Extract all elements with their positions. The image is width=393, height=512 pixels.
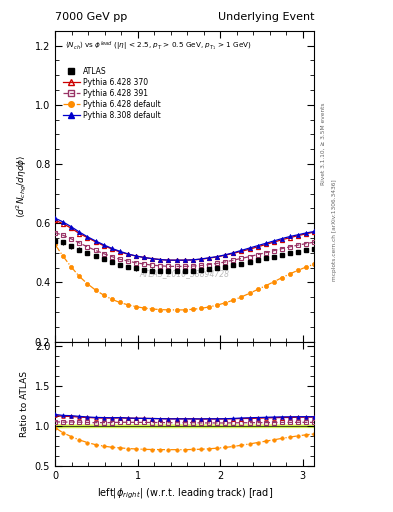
Text: $\langle N_{ch}\rangle$ vs $\phi^{lead}$ ($|\eta|$ < 2.5, $p_T$ > 0.5 GeV, $p_{T: $\langle N_{ch}\rangle$ vs $\phi^{lead}$… — [65, 40, 252, 53]
Legend: ATLAS, Pythia 6.428 370, Pythia 6.428 391, Pythia 6.428 default, Pythia 8.308 de: ATLAS, Pythia 6.428 370, Pythia 6.428 39… — [61, 66, 162, 121]
Text: 7000 GeV pp: 7000 GeV pp — [55, 11, 127, 22]
Text: Underlying Event: Underlying Event — [218, 11, 314, 22]
Text: mcplots.cern.ch [arXiv:1306.3436]: mcplots.cern.ch [arXiv:1306.3436] — [332, 180, 337, 281]
Y-axis label: Ratio to ATLAS: Ratio to ATLAS — [20, 371, 29, 437]
Text: Rivet 3.1.10, ≥ 3.5M events: Rivet 3.1.10, ≥ 3.5M events — [320, 102, 325, 185]
X-axis label: left$|\phi_{right}|$ (w.r.t. leading track) [rad]: left$|\phi_{right}|$ (w.r.t. leading tra… — [97, 486, 273, 501]
Text: ATLAS_2010_S8894728: ATLAS_2010_S8894728 — [140, 269, 230, 278]
Y-axis label: $\langle d^2 N_{chg}/d\eta d\phi \rangle$: $\langle d^2 N_{chg}/d\eta d\phi \rangle… — [15, 155, 29, 218]
